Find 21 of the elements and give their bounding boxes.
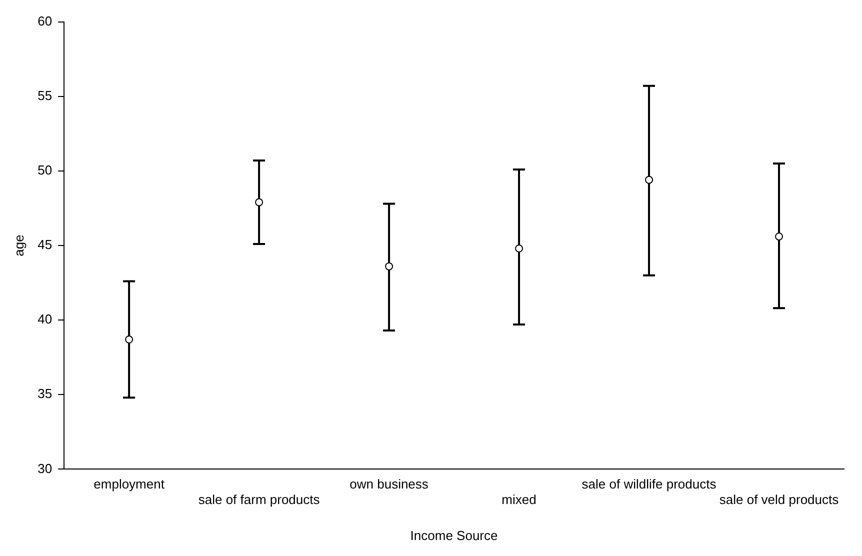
point — [775, 232, 784, 241]
x-tick-label: sale of farm products — [198, 492, 320, 508]
x-tick-label: own business — [350, 476, 429, 492]
point — [645, 176, 654, 184]
x-tick-label: sale of veld products — [719, 492, 840, 508]
y-tick-label: 30 — [38, 460, 52, 476]
x-tick-label: mixed — [502, 492, 536, 508]
point — [515, 244, 524, 252]
y-axis-title: age — [11, 234, 26, 256]
y-tick-label: 45 — [38, 237, 52, 252]
y-tick-label: 55 — [38, 88, 52, 103]
point — [385, 262, 394, 270]
x-tick-label: sale of wildlife products — [582, 476, 717, 492]
y-tick-label: 50 — [38, 162, 52, 178]
y-tick-label: 35 — [38, 386, 52, 402]
point — [255, 198, 264, 206]
x-tick-label: employment — [94, 476, 165, 492]
x-axis-title: Income Source — [410, 528, 498, 543]
point — [125, 335, 134, 344]
y-tick-label: 40 — [38, 312, 52, 327]
y-tick-label: 60 — [38, 13, 52, 28]
